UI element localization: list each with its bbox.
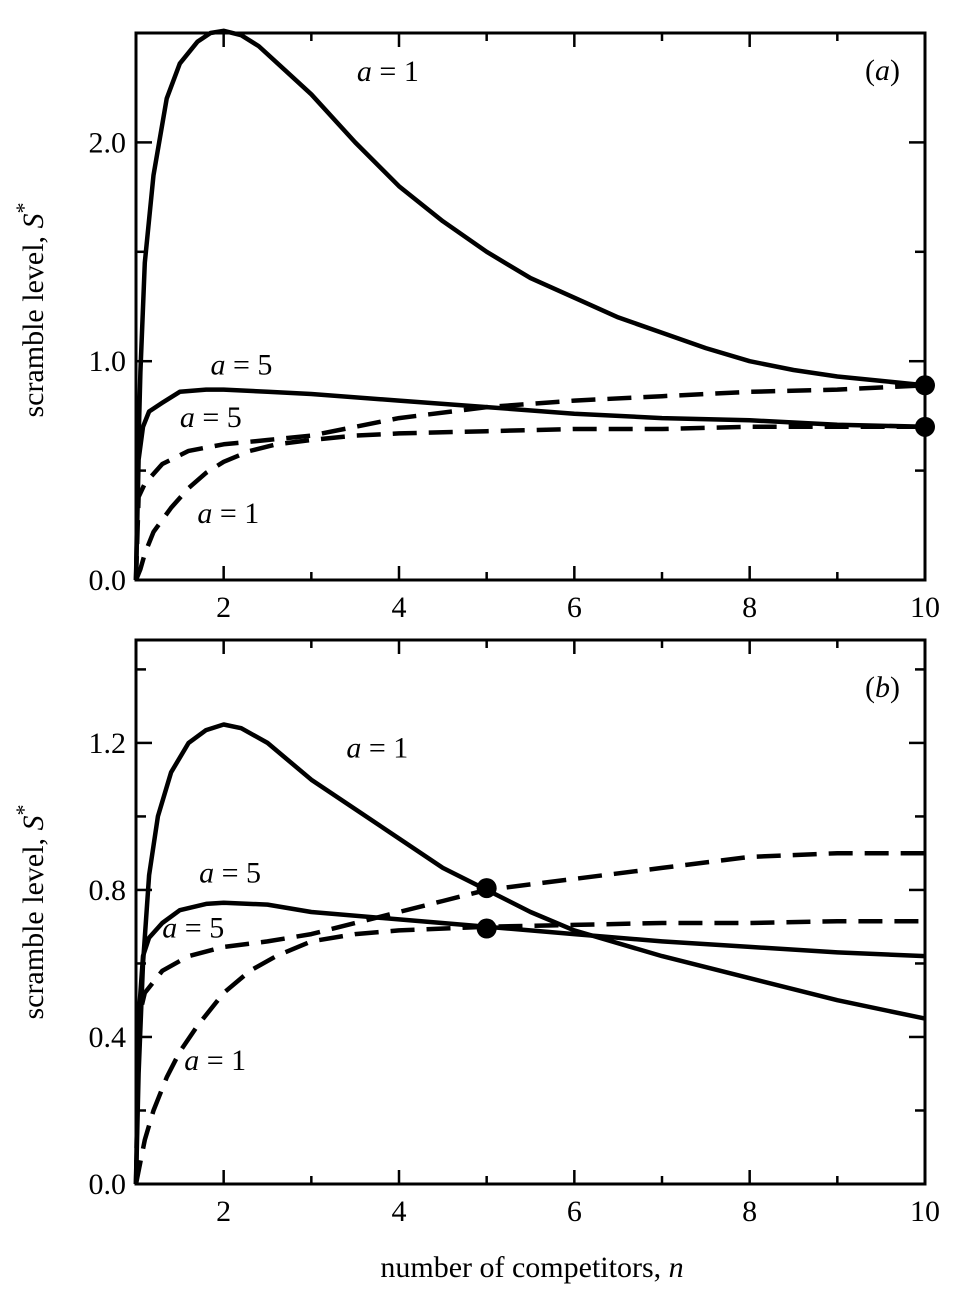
- curve-label-b-0: a = 1: [346, 732, 408, 765]
- curve-label-b-1: a = 5: [199, 857, 261, 890]
- x-tick-label-a: 4: [392, 591, 407, 624]
- y-tick-label-b: 0.4: [89, 1021, 127, 1054]
- x-tick-label-b: 4: [392, 1195, 407, 1228]
- panel-tag-a: (a): [865, 54, 900, 87]
- plot-frame-a: [134, 31, 927, 582]
- series-dashed-a-3: [133, 424, 925, 581]
- y-tick-label-a: 2.0: [89, 126, 127, 159]
- panel-b: 2 4 6 8 10 0.0 0.4 0.8 1.2 (b) a = 1 a = 5 a = 5 a = …: [89, 638, 940, 1228]
- marker-b-1: [476, 918, 497, 939]
- y-tick-label-b: 1.2: [89, 727, 127, 760]
- x-tick-label-a: 6: [567, 591, 582, 624]
- x-tick-label-a: 8: [742, 591, 757, 624]
- y-tick-label-a: 0.0: [89, 564, 127, 597]
- panel-tag-b: (b): [865, 671, 900, 704]
- curve-label-a-1: a = 5: [211, 348, 273, 381]
- x-axis-title: number of competitors, n: [380, 1251, 683, 1284]
- x-tick-label-a: 10: [910, 591, 940, 624]
- series-solid-b-0: [133, 722, 926, 1185]
- marker-a-1: [915, 416, 935, 437]
- curve-label-a-3: a = 1: [197, 497, 259, 530]
- series-solid-a-1: [133, 387, 926, 581]
- curve-label-a-0: a = 1: [357, 55, 419, 88]
- marker-a-0: [915, 375, 935, 396]
- series-dashed-b-3: [133, 918, 925, 1185]
- y-tick-label-b: 0.8: [89, 874, 127, 907]
- x-tick-label-b: 2: [216, 1195, 231, 1228]
- panel-a: 2 4 6 8 10 0.0 1.0 2.0 (a) a = 1 a = 5 a = 5 a = 1: [89, 28, 940, 624]
- y-axis-title-a: scramble level, S*: [11, 202, 51, 417]
- y-tick-label-b: 0.0: [89, 1168, 127, 1201]
- series-solid-b-1: [133, 900, 926, 1185]
- curve-label-b-3: a = 1: [184, 1044, 246, 1077]
- series-dashed-a-2: [133, 383, 926, 581]
- x-tick-label-a: 2: [216, 591, 231, 624]
- series-dashed-b-2: [133, 850, 925, 1185]
- y-axis-title-b: scramble level, S*: [11, 804, 51, 1019]
- x-tick-label-b: 10: [910, 1195, 940, 1228]
- x-tick-label-b: 6: [567, 1195, 582, 1228]
- marker-b-0: [476, 878, 497, 899]
- series-solid-a-0: [133, 28, 926, 581]
- curve-label-b-2: a = 5: [162, 912, 224, 945]
- x-tick-label-b: 8: [742, 1195, 757, 1228]
- y-tick-label-a: 1.0: [89, 345, 127, 378]
- plot-frame-b: [134, 638, 927, 1186]
- curve-label-a-2: a = 5: [180, 401, 242, 434]
